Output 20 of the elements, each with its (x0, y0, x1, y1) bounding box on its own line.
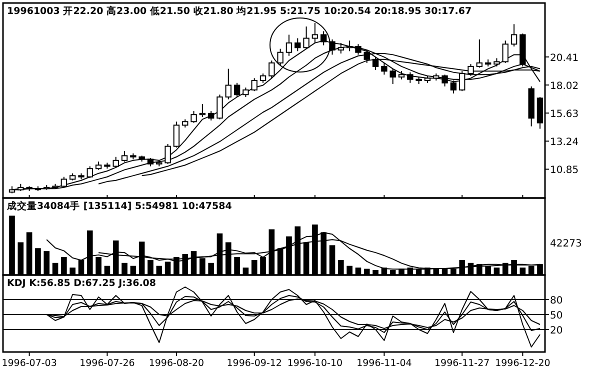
y-tick-label: 15.63 (550, 109, 579, 120)
x-tick-label: 1996-10-10 (287, 358, 343, 369)
x-tick-label: 1996-11-04 (356, 358, 412, 369)
x-tick-label: 1996-11-27 (434, 358, 490, 369)
y-tick-label: 10.85 (550, 165, 579, 176)
y-tick-label: 18.02 (550, 80, 579, 92)
y-tick-label: 20 (550, 326, 563, 336)
chart-title: 成交量34084手 [135114] 5:54981 10:47584 (6, 200, 232, 212)
x-tick-label: 1996-12-20 (495, 358, 550, 369)
y-tick-label: 20.41 (550, 52, 579, 64)
chart-title: 19961003 开22.20 高23.00 低21.50 收21.80 均21.95 5:21.75 10:20.54 20:18.95 30:17.67 (7, 5, 472, 17)
text: 42273 (550, 238, 582, 250)
chart-title: KDJ K:56.85 D:67.25 J:36.08 (7, 278, 156, 289)
y-tick-label: 13.24 (550, 137, 579, 148)
y-tick-label: 80 (550, 296, 563, 306)
x-tick-label: 1996-07-03 (2, 358, 57, 369)
y-tick-label: 50 (550, 310, 563, 322)
x-tick-label: 1996-09-12 (226, 358, 282, 369)
x-tick-label: 1996-07-26 (80, 358, 135, 369)
x-tick-label: 1996-08-20 (148, 358, 204, 369)
